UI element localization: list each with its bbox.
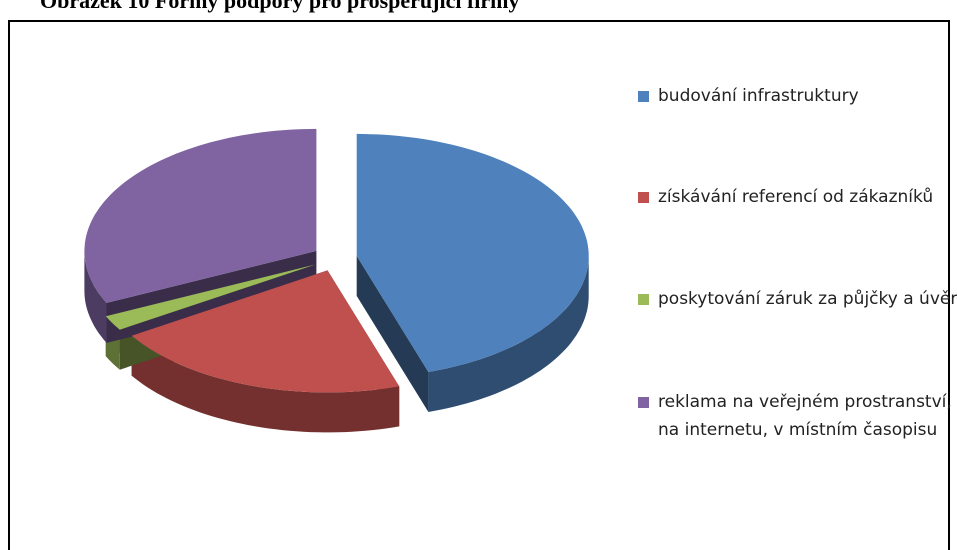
- legend-swatch: [638, 91, 649, 102]
- slice-side: [356, 255, 429, 412]
- slice: [105, 264, 316, 330]
- legend-swatch: [638, 294, 649, 305]
- slice: [84, 128, 317, 303]
- page: {"chart_data": {"type": "pie", "title": …: [8, 0, 957, 550]
- legend-item: budování infrastruktury: [638, 82, 957, 110]
- legend-label: reklama na veřejném prostranství, na int…: [658, 392, 952, 440]
- slice: [356, 133, 589, 372]
- legend-item: získávání referencí od zákazníků: [638, 183, 957, 211]
- legend-label: poskytování záruk za půjčky a úvěry: [658, 289, 957, 309]
- legend-swatch: [638, 397, 649, 408]
- slice-wall: [84, 250, 107, 343]
- slice-wall: [428, 255, 589, 412]
- legend-swatch: [638, 192, 649, 203]
- legend-label: získávání referencí od zákazníků: [658, 187, 934, 207]
- chart-frame: [8, 20, 950, 550]
- slice-wall: [131, 335, 400, 433]
- legend-item: poskytování záruk za půjčky a úvěry: [638, 285, 957, 313]
- legend-label: budování infrastruktury: [658, 86, 859, 106]
- chart: [84, 128, 589, 433]
- slice: [131, 270, 400, 393]
- chart-title: Obrázek 10 Formy podpory pro prosperujíc…: [40, 0, 520, 13]
- legend-item: reklama na veřejném prostranství, na int…: [638, 388, 957, 444]
